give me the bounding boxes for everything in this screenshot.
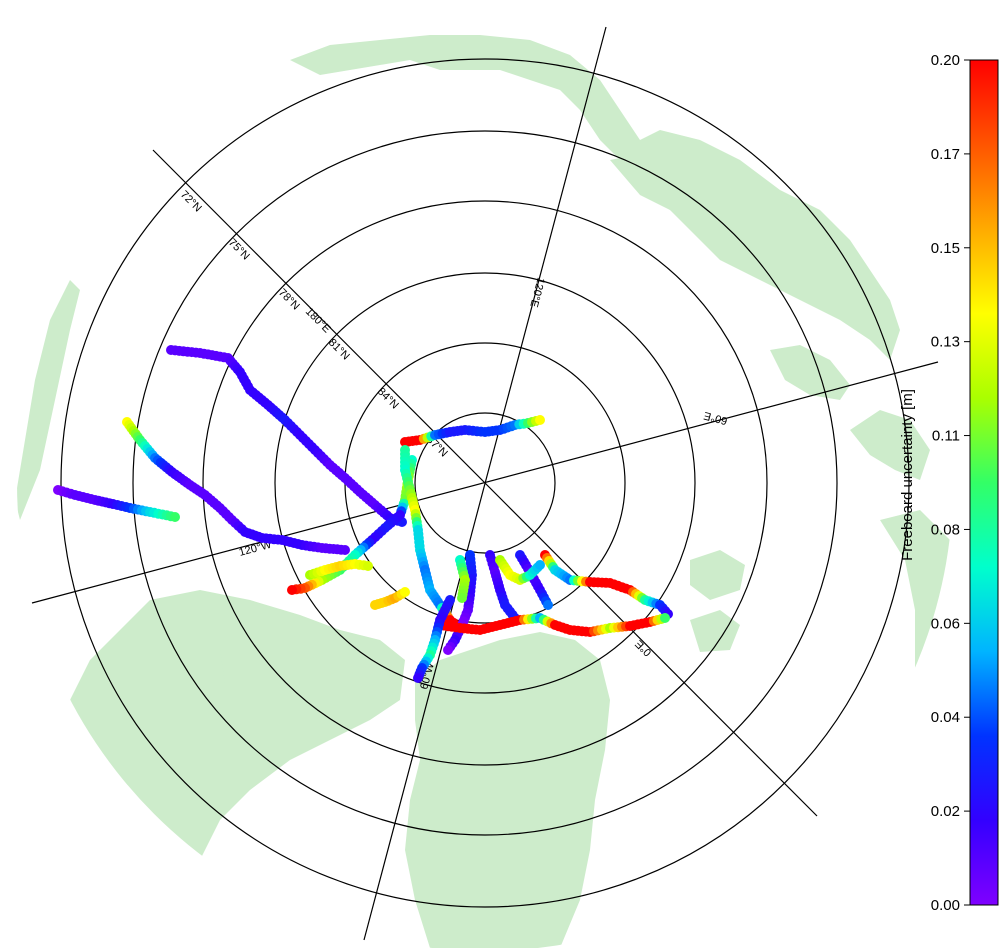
track-dot: [287, 585, 297, 595]
track-dot: [443, 645, 453, 655]
lat-ring-87: [414, 412, 556, 554]
lat-label-75: 75°N: [226, 237, 252, 263]
colorbar-title: Freeboard uncertainty [m]: [899, 389, 916, 561]
colorbar-tick-label: 0.20: [931, 52, 960, 69]
track-2: [122, 417, 350, 555]
track-15: [305, 559, 373, 580]
lat-ring-75: [132, 130, 838, 836]
freeboard-tracks: [53, 345, 673, 683]
track-dot: [543, 600, 553, 610]
colorbar-tick-label: 0.11: [932, 428, 960, 445]
alaska-coast: [17, 280, 80, 520]
track-dot: [170, 512, 180, 522]
colorbar: 0.20 0.17 0.15 0.13 0.11 0.08 0.06 0.04 0.02 0.00…: [899, 52, 999, 914]
track-1: [166, 345, 407, 527]
greenland: [405, 632, 610, 948]
colorbar-tick-label: 0.08: [931, 521, 960, 538]
lat-ring-78: [202, 200, 768, 766]
lat-ring-72: [60, 58, 910, 908]
track-dot: [660, 613, 670, 623]
lat-label-78: 78°N: [276, 287, 302, 313]
lat-ring-81: [274, 272, 696, 694]
svalbard: [690, 610, 740, 652]
track-13: [495, 555, 545, 585]
lon-label-180E: 180°E: [303, 306, 333, 336]
island-a: [220, 640, 290, 700]
colorbar-tick-label: 0.04: [931, 709, 960, 726]
colorbar-ticks: 0.20 0.17 0.15 0.13 0.11 0.08 0.06 0.04 0.02 0.00: [931, 52, 970, 914]
track-dot: [535, 415, 545, 425]
track-10: [540, 550, 673, 619]
canadian-archipelago: [60, 590, 405, 930]
severnaya-zemlya: [770, 345, 850, 400]
lat-label-84: 84°N: [375, 386, 401, 412]
novaya-zemlya: [850, 410, 930, 480]
lat-label-81: 81°N: [326, 337, 352, 363]
lon-label-0E: 0°E: [633, 637, 654, 658]
meridian-120E-60W: [363, 26, 607, 941]
track-dot: [457, 593, 467, 603]
track-5: [400, 415, 545, 447]
land-layer: [17, 35, 953, 948]
colorbar-tick-label: 0.15: [931, 240, 960, 257]
track-3: [53, 485, 180, 522]
track-dot: [535, 560, 545, 570]
track-12: [413, 595, 455, 683]
east-rim: [870, 510, 953, 900]
lon-label-120E: 120°E: [527, 276, 546, 308]
siberia-north: [290, 35, 900, 360]
track-dot: [400, 587, 410, 597]
colorbar-gradient: [969, 59, 999, 906]
track-16: [455, 555, 470, 603]
colorbar-tick-label: 0.17: [931, 146, 960, 163]
lat-label-72: 72°N: [178, 189, 204, 215]
track-6: [400, 445, 465, 633]
meridian-60E-120W: [31, 361, 939, 604]
colorbar-tick-label: 0.02: [931, 803, 960, 820]
track-14: [370, 587, 410, 610]
franz-josef-land: [690, 550, 745, 600]
track-dot: [413, 673, 423, 683]
island-b: [300, 655, 345, 695]
lon-label-60E: 60°E: [703, 409, 729, 427]
track-dot: [340, 545, 350, 555]
track-dot: [363, 561, 373, 571]
colorbar-tick-label: 0.00: [931, 897, 960, 914]
graticule: [31, 26, 939, 941]
track-9: [515, 550, 553, 610]
colorbar-tick-label: 0.13: [931, 334, 960, 351]
colorbar-tick-label: 0.06: [931, 615, 960, 632]
